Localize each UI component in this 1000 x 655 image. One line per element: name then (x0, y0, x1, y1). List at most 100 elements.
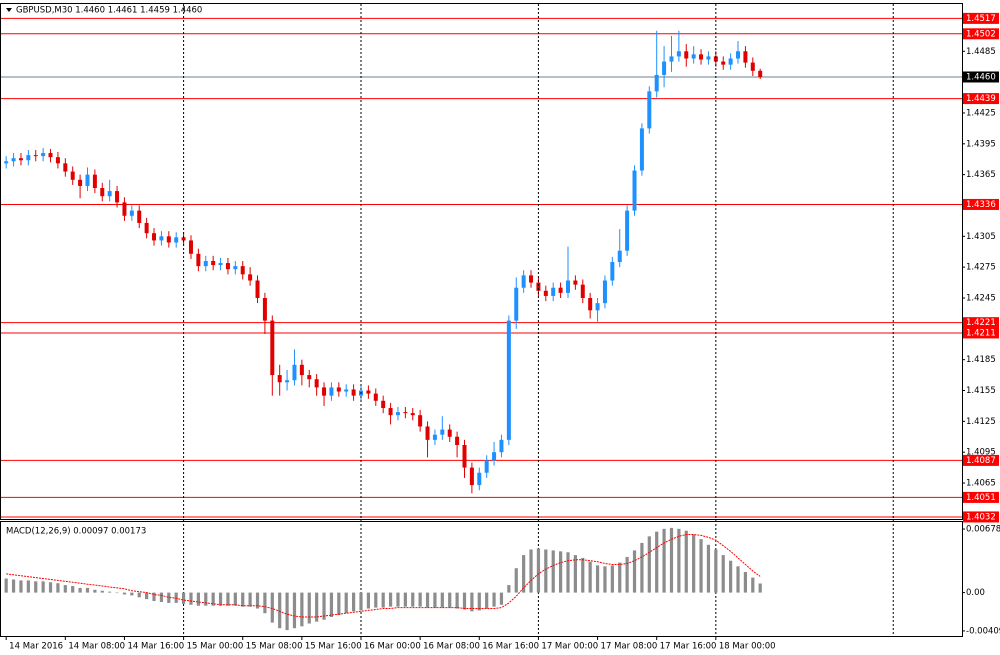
candle-body (602, 280, 607, 304)
candle-body (684, 51, 689, 59)
level-label: 1.4221 (966, 318, 996, 328)
macd-bar (514, 568, 518, 593)
candle-body (610, 262, 615, 281)
candle-body (218, 263, 223, 266)
macd-bar (581, 557, 585, 593)
macd-bar (595, 565, 600, 593)
macd-bar (647, 536, 651, 593)
macd-bar (211, 592, 215, 606)
candle-body (240, 266, 245, 275)
price-panel-frame (0, 3, 963, 520)
candle-body (492, 452, 497, 461)
level-label-box (963, 511, 999, 523)
candle-body (277, 375, 282, 383)
macd-bar (544, 549, 548, 593)
candle-body (506, 320, 511, 440)
macd-bar (218, 592, 223, 606)
macd-bar (226, 592, 230, 606)
macd-bar (396, 592, 400, 607)
macd-bar (455, 592, 459, 609)
level-label-box (963, 93, 999, 105)
macd-bar (411, 592, 415, 607)
x-tick-label: 14 Mar 16:00 (127, 642, 184, 652)
macd-bar (337, 592, 341, 616)
candle-body (551, 287, 556, 296)
candle-body (743, 51, 748, 63)
candle-body (662, 61, 667, 75)
candle-body (514, 287, 519, 321)
x-tick-label: 14 Mar 2016 (9, 642, 63, 652)
price-header: GBPUSD,M30 1.4460 1.4461 1.4459 1.4460 (16, 6, 202, 16)
macd-bar (359, 592, 363, 611)
candle-body (366, 390, 371, 394)
level-label: 1.4336 (966, 200, 996, 210)
candle-body (669, 56, 674, 62)
macd-bar (418, 592, 422, 607)
candle-body (410, 413, 415, 416)
signal-line (6, 534, 761, 618)
level-label: 1.4211 (966, 328, 996, 338)
macd-bar (610, 565, 614, 593)
candle-body (262, 297, 267, 321)
macd-bar (632, 550, 637, 593)
candle-body (11, 158, 16, 162)
candle-body (270, 320, 275, 376)
macd-bar (669, 527, 674, 593)
macd-bar (233, 592, 237, 606)
macd-bar (366, 592, 370, 609)
macd-bar (558, 551, 563, 593)
macd-bar (706, 544, 711, 593)
candle-body (248, 274, 253, 281)
macd-bar (152, 592, 156, 602)
candle-body (48, 153, 53, 158)
candle-body (181, 237, 186, 241)
x-tick-label: 15 Mar 08:00 (246, 642, 303, 652)
macd-bar (499, 592, 504, 605)
candle-body (63, 163, 68, 172)
candle-body (565, 280, 570, 293)
candle-body (447, 429, 452, 437)
candle-body (152, 233, 157, 241)
level-label: 1.4517 (966, 14, 996, 24)
macd-bar (189, 592, 193, 605)
candle-body (336, 387, 341, 392)
macd-bar (181, 592, 186, 604)
candle-body (639, 128, 644, 171)
macd-bar (699, 539, 703, 593)
candle-body (211, 260, 216, 266)
menu-arrow[interactable] (6, 8, 12, 12)
x-tick-label: 16 Mar 08:00 (423, 642, 480, 652)
macd-bar (26, 580, 30, 593)
macd-bar (93, 589, 97, 593)
x-tick-label: 17 Mar 08:00 (601, 642, 658, 652)
macd-bar (566, 552, 570, 593)
macd-bar (285, 592, 289, 631)
candle-body (174, 237, 179, 243)
macd-bar (263, 592, 267, 614)
macd-bar (640, 542, 644, 593)
x-tick-label: 16 Mar 16:00 (482, 642, 539, 652)
macd-bar (307, 592, 311, 624)
macd-bar (485, 592, 489, 609)
macd-bar (403, 592, 407, 607)
macd-bar (34, 581, 38, 593)
candle-body (713, 56, 718, 62)
macd-bar (329, 592, 334, 617)
candle-body (344, 389, 349, 392)
macd-bar (11, 579, 16, 593)
candle-body (654, 74, 659, 92)
macd-bar (655, 531, 659, 593)
candle-body (351, 389, 356, 396)
candle-body (233, 266, 238, 270)
x-tick-label: 15 Mar 00:00 (187, 642, 244, 652)
macd-bar (721, 555, 725, 593)
y-tick-label: 1.4185 (966, 355, 996, 365)
candle-body (529, 275, 534, 283)
level-label-box (963, 491, 999, 503)
candle-body (129, 210, 134, 216)
macd-bar (248, 592, 252, 607)
candle-body (322, 387, 327, 396)
macd-bar (122, 592, 127, 595)
candle-body (728, 58, 733, 65)
macd-bar (78, 587, 82, 593)
